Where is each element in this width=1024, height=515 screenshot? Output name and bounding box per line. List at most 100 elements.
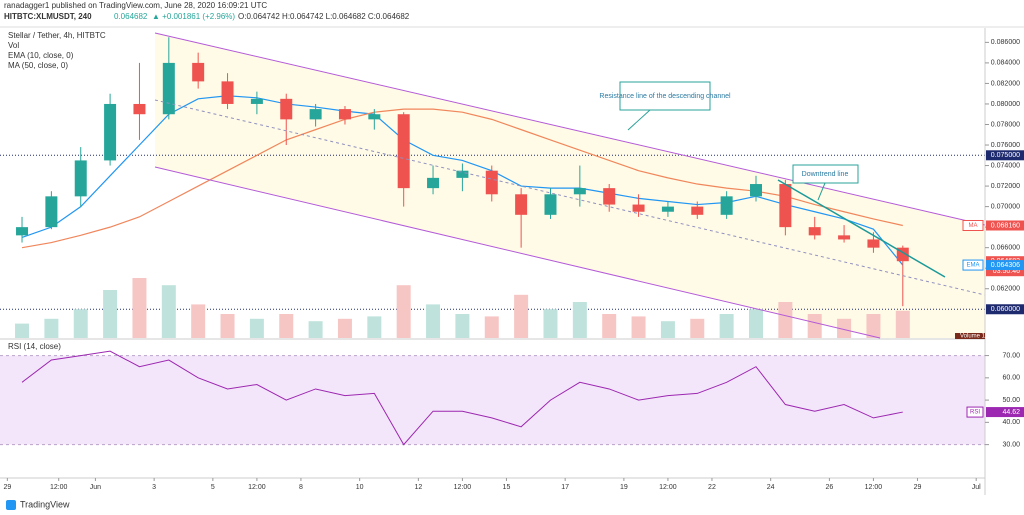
x-tick-label: 12:00 bbox=[50, 484, 68, 491]
chart-title: Stellar / Tether, 4h, HITBTC bbox=[8, 31, 106, 40]
annotation: Resistance line of the descending channe… bbox=[599, 93, 731, 100]
candle-body bbox=[192, 62, 205, 82]
annotation-pointer bbox=[817, 182, 826, 201]
x-tick-label: 10 bbox=[356, 484, 364, 491]
volume-bar bbox=[631, 316, 646, 338]
candle-body bbox=[133, 103, 146, 115]
x-tick-label: 26 bbox=[825, 484, 833, 491]
volume-bar bbox=[367, 316, 382, 338]
y-tick-label: 0.076000 bbox=[991, 142, 1020, 149]
annotation: Downtrend line bbox=[802, 171, 849, 178]
candle-body bbox=[485, 170, 498, 195]
annotation-box bbox=[792, 164, 859, 184]
badge-label: 0.064306 bbox=[991, 262, 1020, 269]
candle-body bbox=[661, 206, 674, 212]
volume-bar bbox=[191, 304, 206, 338]
volume-bar bbox=[807, 314, 822, 338]
y-tick-label: 0.072000 bbox=[991, 183, 1020, 190]
rsi-badge bbox=[986, 407, 1024, 418]
level-badge bbox=[986, 150, 1024, 161]
y-tick-label: 30.00 bbox=[1002, 441, 1020, 448]
candle-body bbox=[720, 196, 733, 215]
y-tick-label: 0.078000 bbox=[991, 121, 1020, 128]
candle-body bbox=[749, 184, 762, 197]
volume-badge-box bbox=[955, 333, 985, 339]
x-tick-label: Jul bbox=[972, 484, 981, 491]
ohlc: O:0.064742 H:0.064742 L:0.064682 C:0.064… bbox=[238, 12, 410, 21]
volume-bar bbox=[543, 309, 558, 338]
rsi-band bbox=[0, 355, 985, 445]
candle-body bbox=[427, 177, 440, 189]
candle-body bbox=[867, 239, 880, 248]
candle-body bbox=[838, 235, 851, 240]
price-badge bbox=[986, 260, 1024, 271]
badge-name: EMA bbox=[966, 263, 979, 269]
x-tick-label: 22 bbox=[708, 484, 716, 491]
brand-logo bbox=[6, 500, 16, 510]
x-tick-label: Jun bbox=[90, 484, 101, 491]
y-tick-label: 0.074000 bbox=[991, 162, 1020, 169]
legend-entry: MA (50, close, 0) bbox=[8, 61, 68, 70]
volume-bar bbox=[690, 318, 705, 338]
candle-body bbox=[397, 114, 410, 189]
brand: TradingView bbox=[20, 499, 70, 509]
annotation-box bbox=[619, 81, 711, 111]
volume-bar bbox=[602, 314, 617, 338]
volume-bar bbox=[514, 294, 529, 338]
badge-name-box bbox=[962, 259, 984, 271]
candle-body bbox=[779, 184, 792, 228]
rsi-name-box bbox=[966, 406, 984, 418]
change: ▲ +0.001861 (+2.96%) bbox=[152, 12, 235, 21]
y-tick-label: 0.084000 bbox=[991, 60, 1020, 67]
countdown-box bbox=[986, 266, 1024, 277]
x-tick-label: 12:00 bbox=[865, 484, 883, 491]
candle-body bbox=[280, 98, 293, 120]
x-tick-label: 15 bbox=[503, 484, 511, 491]
y-tick-label: 0.066000 bbox=[991, 245, 1020, 252]
volume-bar bbox=[719, 314, 734, 338]
candle-body bbox=[544, 194, 557, 215]
candle-body bbox=[162, 62, 175, 115]
y-tick-label: 70.00 bbox=[1002, 352, 1020, 359]
y-tick-label: 0.082000 bbox=[991, 80, 1020, 87]
volume-bar bbox=[73, 309, 88, 338]
rsi-name: RSI bbox=[970, 410, 980, 416]
channel-upper bbox=[154, 32, 986, 226]
channel-lower bbox=[154, 166, 881, 339]
x-tick-label: 12:00 bbox=[454, 484, 472, 491]
x-tick-label: 3 bbox=[152, 484, 156, 491]
candle-body bbox=[691, 206, 704, 215]
channel-mid bbox=[154, 99, 986, 296]
volume-bar bbox=[132, 278, 147, 338]
price-badge bbox=[986, 220, 1024, 231]
rsi-line bbox=[21, 350, 903, 446]
y-tick-label: 0.086000 bbox=[991, 39, 1020, 46]
candle-body bbox=[456, 170, 469, 178]
volume-bar bbox=[866, 314, 881, 338]
volume-bar bbox=[660, 321, 675, 338]
candle-body bbox=[573, 188, 586, 195]
volume-bar bbox=[426, 304, 441, 338]
volume-bar bbox=[44, 318, 59, 338]
volume-bar bbox=[249, 318, 264, 338]
volume-bar bbox=[837, 318, 852, 338]
level-badge bbox=[986, 304, 1024, 315]
candle-body bbox=[515, 194, 528, 215]
candle-body bbox=[632, 204, 645, 212]
candle-body bbox=[338, 109, 351, 120]
volume-bar bbox=[15, 323, 30, 338]
x-tick-label: 5 bbox=[211, 484, 215, 491]
candle-body bbox=[74, 160, 87, 197]
volume-bar bbox=[337, 318, 352, 338]
candle-body bbox=[45, 196, 58, 228]
volume-bar bbox=[778, 302, 793, 338]
x-tick-label: 29 bbox=[914, 484, 922, 491]
volume-bar bbox=[308, 321, 323, 338]
x-tick-label: 17 bbox=[561, 484, 569, 491]
y-tick-label: 60.00 bbox=[1002, 375, 1020, 382]
x-tick-label: 12:00 bbox=[659, 484, 677, 491]
x-tick-label: 29 bbox=[3, 484, 11, 491]
rsi-value: 44.62 bbox=[1002, 409, 1020, 416]
y-tick-label: 40.00 bbox=[1002, 419, 1020, 426]
